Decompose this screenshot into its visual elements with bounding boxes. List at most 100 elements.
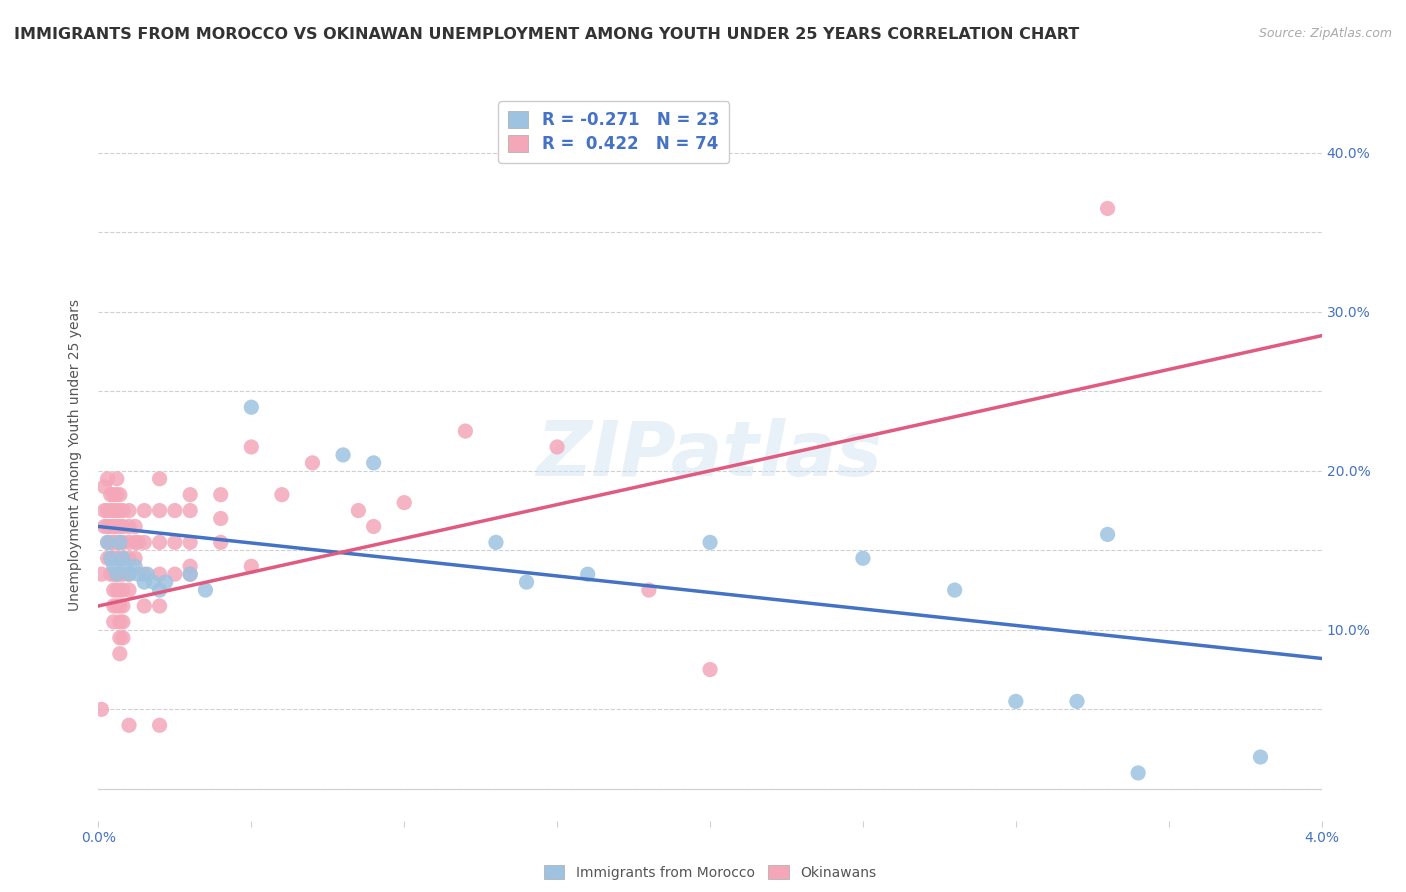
Point [100, 488, 122, 502]
Point [118, 535, 141, 549]
Point [105, 599, 128, 613]
Point [103, 519, 125, 533]
Point [149, 472, 172, 486]
Y-axis label: Unemployment Among Youth under 25 years: Unemployment Among Youth under 25 years [69, 299, 83, 611]
Point [105, 472, 128, 486]
Point [363, 519, 385, 533]
Point [103, 615, 125, 629]
Point [149, 718, 172, 732]
Point [699, 535, 721, 549]
Point [97, 503, 120, 517]
Point [1066, 694, 1088, 708]
Point [108, 551, 131, 566]
Point [124, 559, 146, 574]
Point [118, 551, 141, 566]
Point [108, 647, 131, 661]
Point [124, 519, 146, 533]
Point [118, 519, 141, 533]
Point [108, 535, 131, 549]
Point [142, 575, 165, 590]
Point [546, 440, 568, 454]
Text: ZIPatlas: ZIPatlas [537, 418, 883, 491]
Point [149, 535, 172, 549]
Point [943, 583, 966, 598]
Text: Source: ZipAtlas.com: Source: ZipAtlas.com [1258, 27, 1392, 40]
Point [134, 503, 156, 517]
Point [97, 535, 120, 549]
Point [105, 567, 128, 582]
Point [93, 503, 115, 517]
Point [108, 519, 131, 533]
Point [103, 488, 125, 502]
Point [111, 583, 134, 598]
Point [103, 535, 125, 549]
Point [111, 551, 134, 566]
Point [1128, 766, 1150, 780]
Point [149, 503, 172, 517]
Point [209, 488, 232, 502]
Point [111, 503, 134, 517]
Point [103, 551, 125, 566]
Point [485, 535, 508, 549]
Point [209, 535, 232, 549]
Point [103, 559, 125, 574]
Point [194, 583, 217, 598]
Point [97, 535, 120, 549]
Point [149, 583, 172, 598]
Point [392, 495, 416, 509]
Point [103, 503, 125, 517]
Point [108, 503, 131, 517]
Point [111, 551, 134, 566]
Point [240, 440, 263, 454]
Text: IMMIGRANTS FROM MOROCCO VS OKINAWAN UNEMPLOYMENT AMONG YOUTH UNDER 25 YEARS CORR: IMMIGRANTS FROM MOROCCO VS OKINAWAN UNEM… [14, 27, 1080, 42]
Point [111, 615, 134, 629]
Point [115, 559, 138, 574]
Point [179, 567, 201, 582]
Point [134, 575, 156, 590]
Point [100, 519, 122, 533]
Point [240, 401, 263, 415]
Point [103, 599, 125, 613]
Point [118, 718, 141, 732]
Point [105, 583, 128, 598]
Point [118, 503, 141, 517]
Point [118, 567, 141, 582]
Point [93, 480, 115, 494]
Point [108, 631, 131, 645]
Point [576, 567, 599, 582]
Point [105, 535, 128, 549]
Point [97, 551, 120, 566]
Point [111, 599, 134, 613]
Point [93, 519, 115, 533]
Point [270, 488, 294, 502]
Point [134, 599, 156, 613]
Point [111, 519, 134, 533]
Point [1097, 527, 1119, 541]
Point [111, 567, 134, 582]
Point [105, 567, 128, 582]
Point [103, 583, 125, 598]
Point [363, 456, 385, 470]
Point [699, 663, 721, 677]
Point [301, 456, 323, 470]
Point [108, 615, 131, 629]
Point [100, 551, 122, 566]
Point [105, 519, 128, 533]
Point [97, 519, 120, 533]
Point [155, 575, 177, 590]
Point [90, 567, 112, 582]
Point [100, 567, 122, 582]
Point [454, 424, 477, 438]
Point [97, 472, 120, 486]
Point [105, 488, 128, 502]
Point [118, 567, 141, 582]
Point [240, 559, 263, 574]
Point [111, 535, 134, 549]
Point [1004, 694, 1026, 708]
Legend: Immigrants from Morocco, Okinawans: Immigrants from Morocco, Okinawans [537, 858, 883, 887]
Point [179, 535, 201, 549]
Point [108, 535, 131, 549]
Point [118, 583, 141, 598]
Point [163, 503, 186, 517]
Point [347, 503, 370, 517]
